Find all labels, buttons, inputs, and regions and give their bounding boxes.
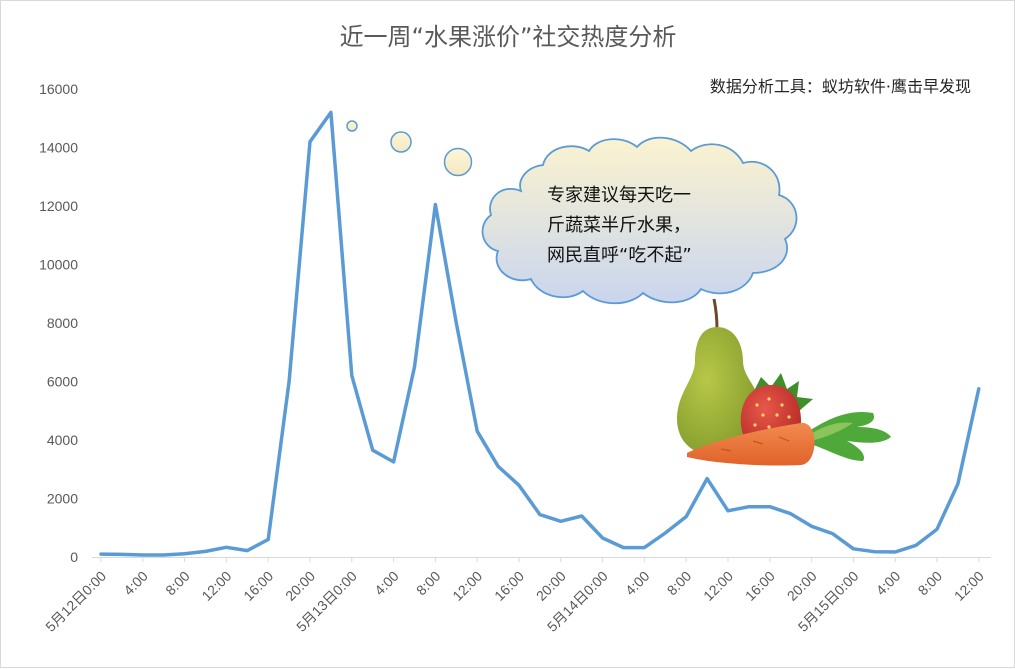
y-tick-label: 2000 [47, 491, 78, 507]
x-tick-label: 12:00 [449, 568, 485, 604]
chart-title: 近一周“水果涨价”社交热度分析 [340, 23, 677, 51]
cloud-callout: 专家建议每天吃一 斤蔬菜半斤水果， 网民直呼“吃不起” [481, 136, 798, 305]
y-axis-ticks: 0 2000 4000 6000 8000 10000 12000 14000 16000 [39, 81, 78, 565]
thought-bubble-small [346, 120, 358, 132]
x-axis-tick-marks [100, 557, 980, 562]
pear-stem-icon [712, 298, 719, 330]
carrot-icon [687, 422, 815, 466]
x-tick-label: 8:00 [664, 568, 695, 599]
data-source-note: 数据分析工具：蚁坊软件·鹰击早发现 [710, 77, 971, 96]
y-tick-label: 6000 [47, 374, 78, 390]
callout-line-3: 网民直呼“吃不起” [547, 245, 692, 266]
callout-line-1: 专家建议每天吃一 [547, 185, 691, 206]
series-line [99, 110, 981, 557]
strawberry-seeds [753, 397, 791, 431]
y-tick-label: 12000 [39, 198, 78, 214]
x-tick-label: 8:00 [915, 568, 946, 599]
x-axis-ticks: 5月12日0:00 4:00 8:00 12:00 16:00 20:005月13日0:0… [42, 568, 987, 635]
fruit-vegetable-illustration [677, 298, 891, 466]
x-tick-label: 12:00 [700, 568, 736, 604]
x-tick-label: 4:00 [371, 568, 402, 599]
x-tick-label: 4:00 [120, 568, 151, 599]
x-tick-label: 8:00 [413, 568, 444, 599]
x-tick-label: 12:00 [198, 568, 234, 604]
x-tick-label: 16:00 [240, 568, 276, 604]
x-tick-label: 16:00 [742, 568, 778, 604]
x-tick-label: 4:00 [622, 568, 653, 599]
y-tick-label: 14000 [39, 140, 78, 156]
x-tick-label: 8:00 [162, 568, 193, 599]
callout-line-2: 斤蔬菜半斤水果， [547, 215, 691, 236]
thought-bubble-medium [390, 131, 412, 153]
y-tick-label: 0 [70, 549, 78, 565]
y-tick-label: 8000 [47, 315, 78, 331]
x-tick-label: 4:00 [873, 568, 904, 599]
y-tick-label: 4000 [47, 432, 78, 448]
x-tick-label: 5月12日0:00 [42, 568, 109, 635]
x-tick-label: 12:00 [951, 568, 987, 604]
y-tick-label: 16000 [39, 81, 78, 97]
x-tick-label: 20:00 [784, 568, 820, 604]
y-tick-label: 10000 [39, 257, 78, 273]
carrot-greens-icon [809, 411, 891, 461]
x-tick-label: 20:00 [533, 568, 569, 604]
x-tick-label: 20:00 [282, 568, 318, 604]
thought-bubble-large [443, 147, 473, 177]
x-tick-label: 16:00 [491, 568, 527, 604]
